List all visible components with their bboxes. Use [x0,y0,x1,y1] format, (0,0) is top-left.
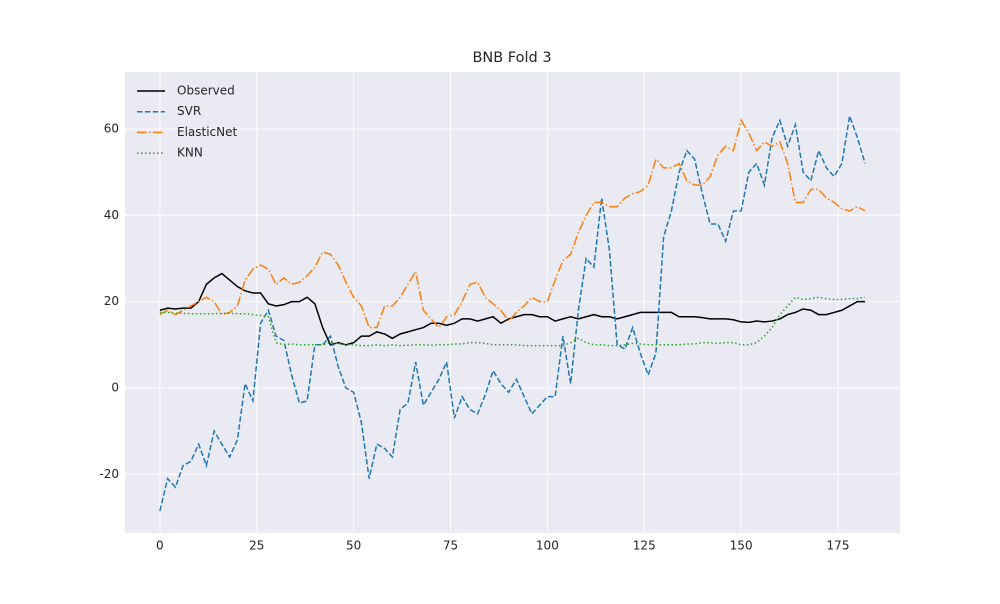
legend-label: SVR [177,104,201,118]
legend-label: ElasticNet [177,125,238,139]
plot-area [125,72,900,533]
x-tick-label: 150 [730,539,753,553]
chart-title: BNB Fold 3 [472,50,551,66]
legend-label: KNN [177,146,203,160]
series-line [159,296,866,347]
series-line [159,118,866,329]
x-tick-label: 100 [536,539,559,553]
y-tick-label: 20 [104,294,119,308]
x-tick-label: 175 [827,539,850,553]
y-tick-label: -20 [99,467,119,481]
x-tick-label: 0 [156,539,164,553]
x-tick-label: 25 [249,539,264,553]
legend-label: Observed [177,84,235,98]
x-tick-label: 50 [346,539,361,553]
series-line [159,113,866,512]
y-tick-label: 0 [111,380,119,394]
x-tick-label: 75 [443,539,458,553]
y-tick-label: 60 [104,121,119,135]
x-tick-label: 125 [633,539,656,553]
y-tick-label: 40 [104,208,119,222]
